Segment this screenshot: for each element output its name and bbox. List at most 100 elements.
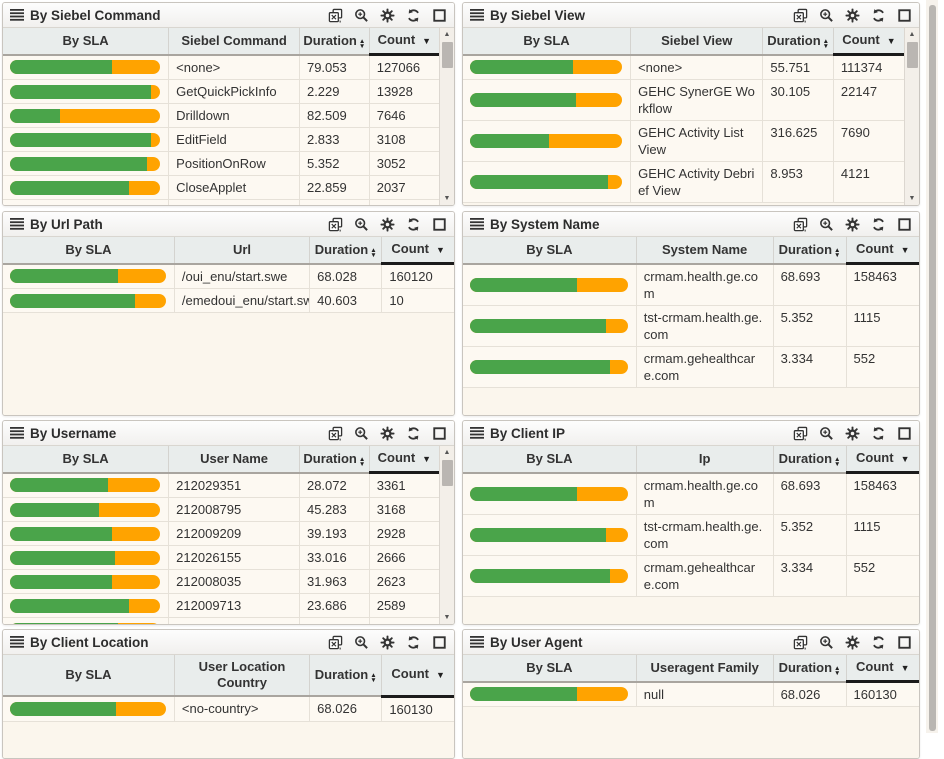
panel-scrollbar[interactable]: ▲ ▼ [439,446,454,624]
table-row[interactable]: tst-crmam.health.ge.com 5.352 1115 [463,304,919,346]
zoom-icon[interactable] [353,7,369,23]
table-row[interactable]: GEHC Activity List View 316.625 7690 [463,120,904,162]
export-table-icon[interactable] [327,216,343,232]
settings-gear-icon[interactable] [844,216,860,232]
refresh-icon[interactable] [405,216,421,232]
column-header-count[interactable]: Count ▼ [846,655,919,683]
table-row[interactable]: 212026155 33.016 2666 [3,545,439,570]
zoom-icon[interactable] [818,216,834,232]
table-row[interactable]: PositionOnRow 5.352 3052 [3,151,439,176]
export-table-icon[interactable] [327,425,343,441]
zoom-icon[interactable] [818,634,834,650]
maximize-icon[interactable] [431,425,447,441]
scroll-up-button[interactable]: ▲ [443,31,451,38]
export-table-icon[interactable] [327,7,343,23]
column-header-duration[interactable]: Duration ▲ ▼ [309,237,383,265]
table-row[interactable]: crmam.health.ge.com 68.693 158463 [463,472,919,514]
refresh-icon[interactable] [870,425,886,441]
table-row[interactable]: /emedoui_enu/start.swe 40.603 10 [3,288,454,313]
refresh-icon[interactable] [870,7,886,23]
table-row[interactable]: <none> 55.751 111374 [463,54,904,80]
settings-gear-icon[interactable] [844,7,860,23]
maximize-icon[interactable] [431,634,447,650]
table-row[interactable]: 21202571925.2672246 [3,617,439,624]
maximize-icon[interactable] [896,425,912,441]
column-header-count[interactable]: Count ▼ [369,446,439,474]
column-header-duration[interactable]: Duration ▲ ▼ [773,237,847,265]
scrollbar-thumb[interactable] [906,42,918,68]
scroll-up-button[interactable]: ▲ [443,449,451,456]
maximize-icon[interactable] [896,7,912,23]
refresh-icon[interactable] [870,216,886,232]
column-header-count[interactable]: Count ▼ [846,237,919,265]
column-header-duration[interactable]: Duration ▲ ▼ [299,28,370,56]
maximize-icon[interactable] [896,634,912,650]
sla-bar [10,156,161,171]
table-row[interactable]: crmam.health.ge.com 68.693 158463 [463,263,919,305]
table-row[interactable]: CloseApplet 22.859 2037 [3,175,439,200]
column-header-count[interactable]: Count ▼ [846,446,919,474]
zoom-icon[interactable] [353,634,369,650]
export-table-icon[interactable] [792,216,808,232]
zoom-icon[interactable] [353,425,369,441]
table-row[interactable]: null 68.026 160130 [463,681,919,707]
scrollbar-thumb[interactable] [441,460,453,486]
table-row[interactable]: GetQuickPickInfo 2.229 13928 [3,79,439,104]
table-row[interactable]: <none> 79.053 127066 [3,54,439,80]
sla-cell [463,345,637,388]
refresh-icon[interactable] [405,425,421,441]
table-row[interactable]: Drilldown 82.509 7646 [3,103,439,128]
column-header-count[interactable]: Count ▼ [381,237,454,265]
maximize-icon[interactable] [896,216,912,232]
table-row[interactable]: EditField 2.833 3108 [3,127,439,152]
maximize-icon[interactable] [431,216,447,232]
zoom-icon[interactable] [818,425,834,441]
refresh-icon[interactable] [405,7,421,23]
table-row[interactable]: /oui_enu/start.swe 68.028 160120 [3,263,454,289]
column-header-count[interactable]: Count ▼ [833,28,904,56]
panel-scrollbar[interactable]: ▲ ▼ [904,28,919,205]
scroll-up-button[interactable]: ▲ [908,31,916,38]
column-header-duration[interactable]: Duration ▲ ▼ [299,446,370,474]
refresh-icon[interactable] [405,634,421,650]
scroll-down-button[interactable]: ▼ [908,195,916,202]
scroll-down-button[interactable]: ▼ [443,614,451,621]
table-row[interactable]: GEHC Activity Debrief View 8.953 4121 [463,161,904,203]
scrollbar-thumb[interactable] [441,42,453,68]
zoom-icon[interactable] [818,7,834,23]
column-header-count[interactable]: Count ▼ [381,655,454,698]
table-row[interactable]: tst-crmam.health.ge.com 5.352 1115 [463,513,919,555]
export-table-icon[interactable] [792,425,808,441]
settings-gear-icon[interactable] [379,634,395,650]
table-row[interactable]: <no-country> 68.026 160130 [3,696,454,722]
table-row[interactable]: 212029351 28.072 3361 [3,472,439,498]
settings-gear-icon[interactable] [379,425,395,441]
count-cell: 3168 [369,497,439,522]
scroll-down-button[interactable]: ▼ [443,195,451,202]
page-scrollbar-thumb[interactable] [929,5,936,731]
settings-gear-icon[interactable] [844,425,860,441]
column-header-count[interactable]: Count ▼ [369,28,439,56]
export-table-icon[interactable] [792,634,808,650]
export-table-icon[interactable] [327,634,343,650]
table-row[interactable]: 212008035 31.963 2623 [3,569,439,594]
column-header-duration[interactable]: Duration ▲ ▼ [773,655,847,683]
table-row[interactable]: crmam.gehealthcare.com 3.334 552 [463,345,919,388]
settings-gear-icon[interactable] [844,634,860,650]
table-row[interactable]: GEHC SynerGE Workflow 30.105 22147 [463,79,904,121]
column-header-duration[interactable]: Duration ▲ ▼ [773,446,847,474]
export-table-icon[interactable] [792,7,808,23]
table-row[interactable]: 212009209 39.193 2928 [3,521,439,546]
table-row[interactable]: 212008795 45.283 3168 [3,497,439,522]
column-header-duration[interactable]: Duration ▲ ▼ [309,655,383,697]
settings-gear-icon[interactable] [379,216,395,232]
column-header-duration[interactable]: Duration ▲ ▼ [762,28,834,56]
table-row[interactable]: NewQuery1.9611981 [3,199,439,205]
table-row[interactable]: crmam.gehealthcare.com 3.334 552 [463,554,919,597]
table-row[interactable]: 212009713 23.686 2589 [3,593,439,618]
settings-gear-icon[interactable] [379,7,395,23]
panel-scrollbar[interactable]: ▲ ▼ [439,28,454,205]
refresh-icon[interactable] [870,634,886,650]
maximize-icon[interactable] [431,7,447,23]
zoom-icon[interactable] [353,216,369,232]
